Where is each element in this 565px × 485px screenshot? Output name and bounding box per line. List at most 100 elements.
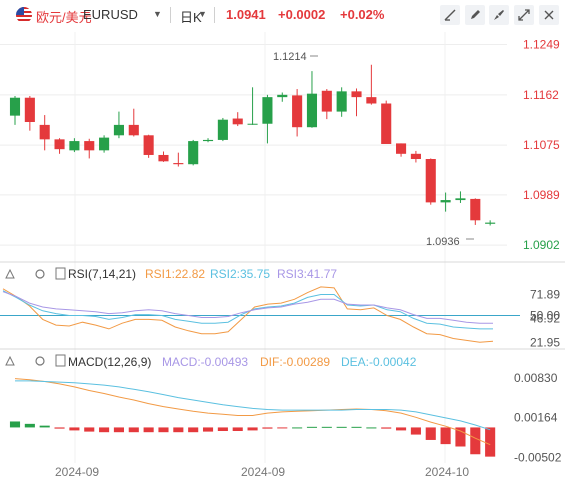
last-price: 1.0941 (226, 7, 266, 22)
macd-histogram-bar (366, 427, 377, 429)
candle-body (366, 97, 377, 104)
macd-header: MACD(12,26,9) MACD:-0.00493 DIF:-0.00289… (5, 354, 417, 369)
macd-histogram-bar (128, 427, 139, 433)
draw-line-icon (444, 9, 456, 21)
candle-body (425, 159, 436, 203)
rsi-title: RSI(7,14,21) (68, 267, 136, 281)
macd-histogram-bar (292, 427, 303, 429)
macd-dif-line (14, 378, 491, 446)
rsi-line-rsi3 (2, 291, 493, 324)
rsi-axis-label: 21.95 (530, 335, 560, 349)
macd-histogram-bar (351, 426, 362, 428)
settings-gear-icon[interactable] (35, 356, 45, 366)
brush-button[interactable] (489, 5, 509, 25)
low-price-label: 1.0936 (426, 236, 460, 248)
high-price-label: 1.1214 (273, 51, 307, 63)
macd-histogram-bar (84, 427, 95, 432)
rsi2-value: RSI2:35.75 (210, 267, 270, 281)
candle-body (54, 139, 65, 150)
rsi1-value: RSI1:22.82 (145, 267, 205, 281)
candle-body (277, 94, 288, 98)
collapse-arrow-icon[interactable] (5, 355, 15, 366)
fullscreen-button[interactable] (514, 5, 534, 25)
candle-body (202, 139, 214, 142)
symbol-dropdown-caret-icon[interactable]: ▼ (153, 9, 162, 19)
macd-histogram-bar (173, 427, 184, 433)
macd-histogram-bar (69, 427, 80, 431)
price-axis-label: 1.1075 (523, 138, 560, 152)
indicator-doc-icon[interactable] (55, 354, 66, 367)
macd-histogram-bar (396, 427, 407, 431)
collapse-arrow-icon[interactable] (5, 268, 15, 279)
macd-histogram-bar (54, 427, 65, 429)
candle-body (69, 141, 80, 151)
candle-body (321, 90, 332, 112)
rsi-line-rsi2 (2, 290, 493, 330)
macd-histogram-bar (143, 427, 154, 433)
candle-body (485, 222, 496, 224)
candle-body (39, 124, 50, 140)
price-change-percent: +0.02% (340, 7, 385, 22)
eu-us-flag-icon (16, 7, 32, 23)
fullscreen-icon (518, 9, 530, 21)
macd-axis-label: 0.00830 (514, 371, 558, 385)
macd-histogram-bar (440, 427, 451, 445)
macd-histogram-bar (336, 426, 347, 428)
candle-body (113, 124, 124, 136)
symbol-name-cn[interactable]: 欧元/美元 (36, 10, 92, 25)
dea-value: DEA:-0.00042 (341, 355, 417, 369)
macd-histogram-bar (470, 427, 481, 455)
macd-series (9, 378, 496, 457)
macd-histogram-bar (306, 426, 318, 428)
macd-histogram-bar (455, 427, 466, 447)
macd-histogram-bar (410, 427, 421, 435)
candle-body (336, 91, 347, 112)
grid-lines (0, 32, 507, 463)
high-marker: 1.1214 (273, 51, 318, 63)
macd-value: MACD:-0.00493 (162, 355, 248, 369)
rsi-axis-label: 46.92 (530, 311, 560, 325)
dif-value: DIF:-0.00289 (260, 355, 330, 369)
rsi-line-rsi1 (2, 286, 494, 343)
macd-axis-label: -0.00502 (514, 450, 562, 464)
toolbar-divider (170, 7, 171, 23)
macd-histogram-bar (39, 425, 50, 428)
settings-gear-icon[interactable] (35, 269, 45, 279)
candle-body (306, 93, 318, 128)
candlestick-series (9, 64, 496, 226)
price-change: +0.0002 (278, 7, 326, 22)
candle-body (24, 97, 35, 123)
candle-body (455, 198, 466, 201)
candle-body (217, 119, 228, 140)
macd-histogram-bar (99, 427, 110, 433)
candle-body (188, 141, 199, 165)
macd-histogram-bar (217, 427, 228, 432)
timeframe-selector[interactable]: 日K (180, 10, 202, 25)
candle-body (381, 103, 392, 144)
macd-histogram-bar (247, 427, 258, 431)
price-axis-label: 1.0902 (523, 238, 560, 252)
candle-body (351, 91, 362, 98)
macd-histogram-bar (485, 427, 496, 457)
draw-line-button[interactable] (440, 5, 460, 25)
low-marker: 1.0936 (426, 236, 474, 248)
indicator-doc-icon[interactable] (55, 267, 66, 280)
candle-body (232, 118, 243, 125)
macd-histogram-bar (277, 427, 288, 429)
rsi-series (0, 286, 520, 343)
draw-pen-icon (471, 10, 480, 19)
macd-histogram-bar (24, 423, 35, 428)
toolbar-divider (214, 7, 215, 23)
rsi-axis-label: 71.89 (530, 288, 560, 302)
macd-title: MACD(12,26,9) (68, 355, 151, 369)
close-chart-button[interactable] (539, 5, 559, 25)
macd-histogram-bar (9, 421, 21, 428)
symbol-code[interactable]: EURUSD (83, 7, 138, 22)
price-axis-label: 1.1249 (523, 38, 560, 52)
candle-body (173, 163, 184, 165)
timeframe-dropdown-caret-icon[interactable]: ▼ (198, 9, 207, 19)
draw-pen-button[interactable] (465, 5, 485, 25)
candle-body (262, 97, 273, 124)
macd-histogram-bar (321, 426, 332, 428)
